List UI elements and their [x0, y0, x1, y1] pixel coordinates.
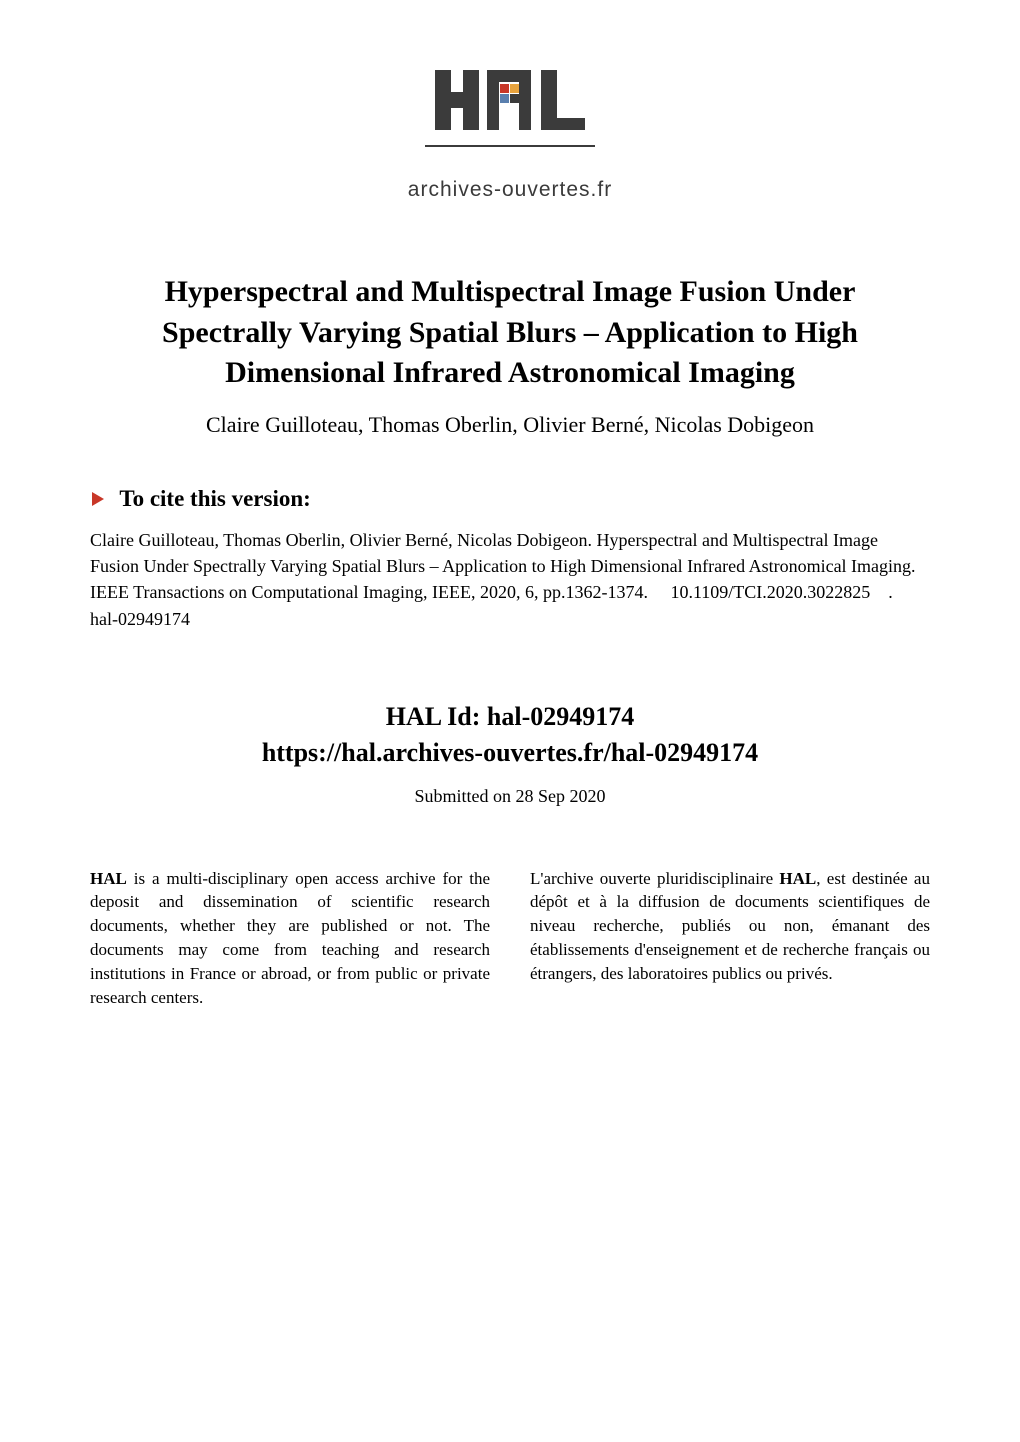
cite-body: Claire Guilloteau, Thomas Oberlin, Olivi… — [90, 527, 930, 631]
footer-left-bold: HAL — [90, 869, 127, 888]
hal-logo-block: archives-ouvertes.fr — [90, 60, 930, 202]
footer-right: L'archive ouverte pluridisciplinaire HAL… — [530, 867, 930, 1010]
title-line-2: Spectrally Varying Spatial Blurs – Appli… — [162, 316, 858, 349]
authors: Claire Guilloteau, Thomas Oberlin, Olivi… — [90, 412, 930, 438]
hal-logo — [425, 60, 595, 170]
title-line-3: Dimensional Infrared Astronomical Imagin… — [225, 356, 795, 389]
title-line-1: Hyperspectral and Multispectral Image Fu… — [165, 275, 856, 308]
footer-left: HAL is a multi-disciplinary open access … — [90, 867, 490, 1010]
cite-heading-text: To cite this version: — [119, 486, 310, 511]
footer-right-bold: HAL — [779, 869, 816, 888]
play-icon — [90, 487, 106, 513]
logo-caption: archives-ouvertes.fr — [90, 178, 930, 202]
paper-title: Hyperspectral and Multispectral Image Fu… — [90, 272, 930, 394]
cite-heading: To cite this version: — [90, 486, 930, 514]
footer-left-text: is a multi-disciplinary open access arch… — [90, 869, 490, 1007]
hal-id: HAL Id: hal-02949174 — [90, 702, 930, 732]
footer-right-prefix: L'archive ouverte pluridisciplinaire — [530, 869, 779, 888]
hal-url: https://hal.archives-ouvertes.fr/hal-029… — [90, 738, 930, 768]
submitted-date: Submitted on 28 Sep 2020 — [90, 786, 930, 807]
footer-columns: HAL is a multi-disciplinary open access … — [90, 867, 930, 1010]
